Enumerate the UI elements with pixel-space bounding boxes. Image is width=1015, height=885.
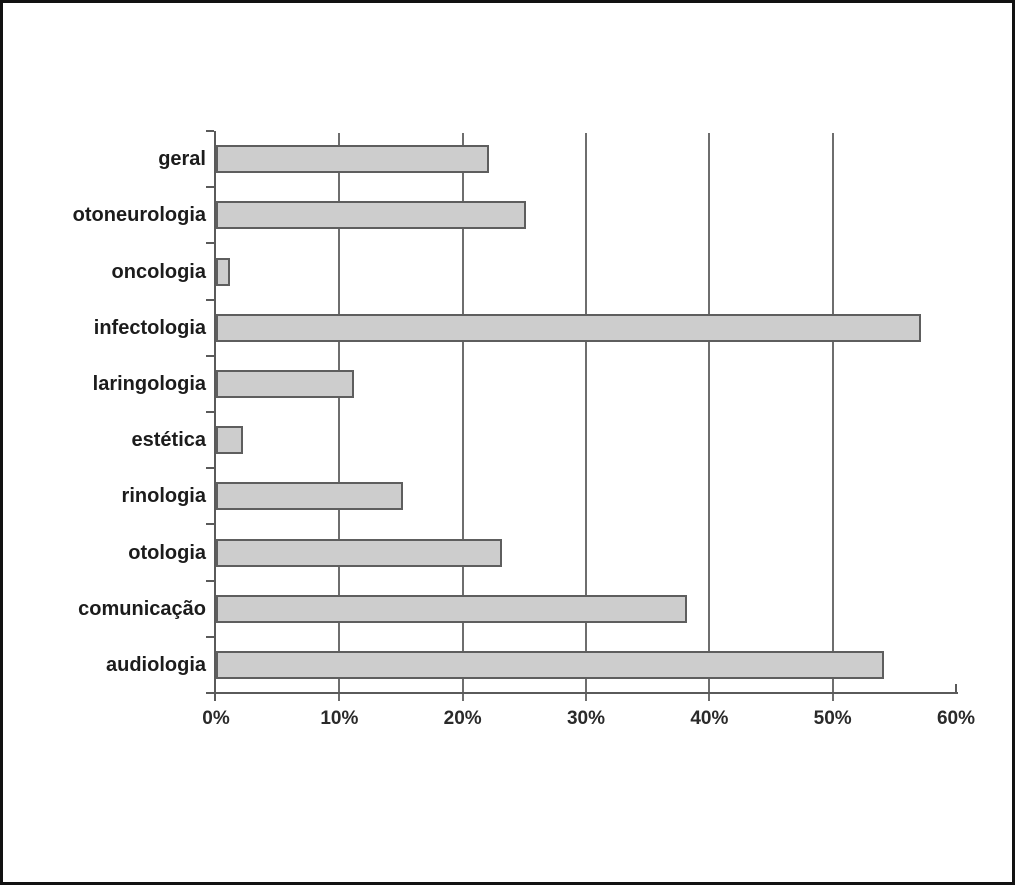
x-axis-end-tick bbox=[955, 684, 957, 693]
bar-rinologia bbox=[216, 482, 403, 511]
y-axis-tick bbox=[206, 411, 214, 413]
x-tick-label: 10% bbox=[320, 708, 359, 729]
category-label: laringologia bbox=[92, 372, 206, 395]
y-axis-tick bbox=[206, 354, 214, 357]
bar-geral bbox=[216, 145, 490, 174]
bar-otoneurologia bbox=[216, 201, 527, 230]
x-tick-label: 60% bbox=[936, 708, 976, 729]
gridline bbox=[461, 133, 464, 701]
x-tick-label: 40% bbox=[690, 708, 729, 729]
category-label: oncologia bbox=[111, 260, 206, 283]
y-axis-tick bbox=[206, 579, 214, 582]
y-axis-tick bbox=[206, 130, 214, 132]
x-tick-label: 0% bbox=[202, 708, 230, 729]
bar-laringologia bbox=[216, 369, 354, 398]
bar-estética bbox=[216, 426, 243, 455]
y-axis-tick bbox=[206, 467, 214, 470]
y-axis-tick bbox=[206, 186, 214, 189]
category-label: otoneurologia bbox=[72, 204, 206, 227]
y-axis bbox=[214, 131, 216, 701]
y-axis-tick bbox=[206, 635, 214, 638]
category-label: infectologia bbox=[93, 316, 206, 339]
category-label: geral bbox=[158, 148, 206, 171]
gridline bbox=[708, 133, 711, 701]
x-axis bbox=[210, 692, 958, 694]
y-axis-tick bbox=[206, 523, 214, 526]
category-label: rinologia bbox=[121, 485, 206, 508]
bar-otologia bbox=[216, 538, 502, 567]
category-label: otologia bbox=[128, 541, 206, 564]
x-tick-label: 30% bbox=[566, 708, 606, 729]
x-tick-label: 20% bbox=[443, 708, 482, 729]
gridline bbox=[338, 133, 341, 701]
bar-comunicação bbox=[216, 594, 687, 623]
bar-oncologia bbox=[216, 257, 231, 286]
category-label: audiologia bbox=[106, 653, 206, 676]
y-axis-tick bbox=[206, 298, 214, 301]
gridline bbox=[831, 133, 834, 701]
category-label: comunicação bbox=[78, 597, 206, 620]
plot-area: geral otoneurologia oncologia infectologia l… bbox=[3, 3, 1012, 882]
y-axis-tick bbox=[206, 242, 214, 245]
gridline bbox=[585, 133, 587, 701]
bar-infectologia bbox=[216, 313, 921, 342]
category-label: estética bbox=[131, 429, 207, 452]
x-tick-label: 50% bbox=[813, 708, 852, 729]
bar-audiologia bbox=[216, 650, 884, 679]
